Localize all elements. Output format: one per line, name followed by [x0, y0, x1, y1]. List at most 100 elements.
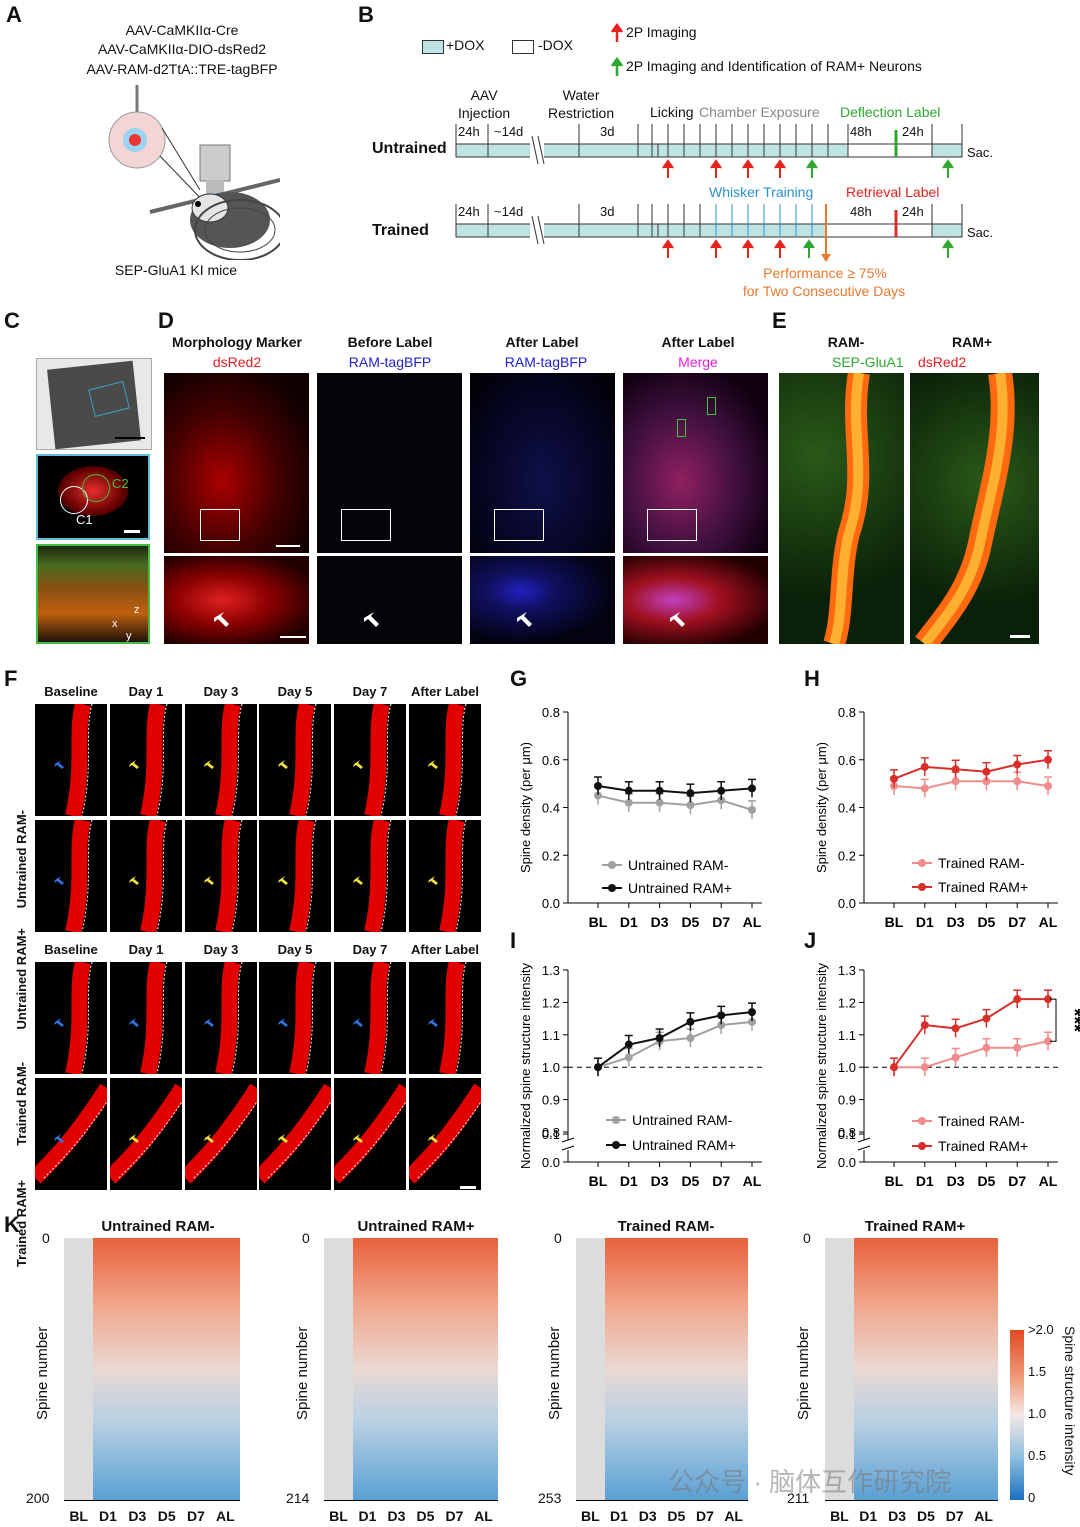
consecutive-label: for Two Consecutive Days: [742, 283, 906, 299]
data-point: [624, 798, 633, 807]
k-x-tick-label: BL: [329, 1508, 348, 1524]
k-x-tick-label: D3: [638, 1508, 657, 1524]
data-point: [594, 782, 602, 791]
e-ram-neg-title: RAM-: [827, 334, 865, 350]
k-x-tick-label: D1: [859, 1508, 878, 1524]
y-tick-label: 0.0: [838, 896, 856, 911]
panel-label-b: B: [358, 2, 374, 27]
y-tick-label: 0.9: [838, 1093, 856, 1108]
f-dendrite-image: [35, 820, 107, 932]
y-tick-label: 0.6: [838, 753, 856, 768]
k-baseline-column: [64, 1238, 94, 1500]
k-y-max: 214: [286, 1490, 310, 1506]
whisker-training-label: Whisker Training: [709, 184, 814, 200]
significance-bracket: [1050, 998, 1057, 1042]
y-tick-label: 1.1: [838, 1028, 856, 1043]
k-x-axis: [64, 1500, 240, 1501]
k-x-tick-label: AL: [215, 1508, 235, 1524]
f-dendrite-image: [409, 1078, 481, 1190]
d-col2-sub: RAM-tagBFP: [348, 354, 432, 370]
data-point: [982, 767, 991, 776]
series-line: [597, 1011, 753, 1069]
deflection-label: Deflection Label: [840, 104, 941, 120]
x-tick-label: D7: [1008, 1173, 1026, 1189]
k-x-tick-label: AL: [474, 1508, 493, 1524]
k-colorbar-tick: 1.5: [1028, 1364, 1047, 1379]
f-col-header-2-1: Baseline: [44, 942, 98, 957]
k-y-axis-label: Spine number: [546, 1326, 563, 1420]
f-dendrite-image: [185, 820, 257, 932]
legend-marker: [918, 1117, 926, 1125]
data-point: [594, 791, 602, 800]
y-tick-label: 0.4: [838, 801, 856, 816]
k-x-tick-label: AL: [724, 1508, 743, 1524]
d-col3-title: After Label: [505, 334, 579, 350]
k-colorbar-label: Spine structure intensity: [1062, 1326, 1078, 1476]
y-tick-label: 1.1: [542, 1028, 560, 1043]
axis-break-mark: [857, 1137, 871, 1143]
legend-dox-on-swatch: [422, 40, 444, 54]
panel-label-c: C: [4, 308, 20, 333]
y-tick-label: 0.2: [838, 848, 856, 863]
virus-2: AAV-CaMKIIα-DIO-dsRed2: [97, 41, 267, 57]
time-24h-untrained: 24h: [458, 124, 480, 139]
k-heatmap: [825, 1238, 998, 1500]
series-line: [894, 1040, 1049, 1069]
k-heatmap: [64, 1238, 240, 1500]
time-3d-trained: 3d: [600, 204, 615, 219]
time-48h-untrained: 48h: [850, 124, 872, 139]
panel-label-h: H: [804, 666, 820, 691]
legend-marker: [918, 1142, 926, 1150]
data-point: [686, 801, 695, 810]
mouse-illustration: [108, 85, 280, 260]
x-tick-label: BL: [589, 1173, 608, 1189]
k-y-max: 200: [26, 1490, 50, 1506]
x-tick-label: D5: [977, 1173, 995, 1189]
y-tick-label: 0.8: [838, 705, 856, 720]
x-tick-label: D3: [947, 1173, 965, 1189]
x-tick-label: D3: [947, 914, 965, 930]
e-ram-pos-title: RAM+: [951, 334, 993, 350]
data-point: [1044, 782, 1052, 791]
data-point: [1044, 995, 1052, 1004]
d-col4-sub: Merge: [678, 354, 718, 370]
chart-I: 0.0 0.10.8 0.9 1.0 1.1 1.2 1.3 BL D1 D3 D5 D7 AL Norm…: [518, 963, 762, 1189]
y-tick-label: 0.0: [542, 1155, 560, 1170]
data-point: [982, 777, 991, 786]
x-tick-label: D5: [977, 914, 995, 930]
data-point: [982, 1014, 991, 1023]
y-tick-label: 0.9: [542, 1093, 560, 1108]
k-x-tick-label: AL: [974, 1508, 993, 1524]
chart-G: 0.0 0.2 0.4 0.6 0.8 BL D1 D3 D5 D7 AL Spine density…: [518, 705, 762, 930]
k-x-tick-label: D5: [916, 1508, 935, 1524]
k-heatmap: [576, 1238, 748, 1500]
e-ram-pos-image: [910, 373, 1039, 644]
legend-label: Untrained RAM+: [628, 880, 732, 896]
axis-x-label: x: [112, 618, 118, 630]
panel-label-e: E: [772, 308, 787, 333]
data-point: [655, 798, 664, 807]
data-point: [624, 786, 633, 795]
k-x-tick-label: D3: [888, 1508, 907, 1524]
panel-label-f: F: [4, 666, 18, 691]
data-point: [951, 1053, 960, 1062]
time-24h-trained: 24h: [458, 204, 480, 219]
k-x-tick-label: D1: [610, 1508, 628, 1524]
k-x-tick-label: D7: [187, 1508, 205, 1524]
f-dendrite-image: [334, 962, 406, 1074]
k-x-tick-label: BL: [830, 1508, 849, 1524]
k-baseline-column: [825, 1238, 854, 1500]
k-colorbar-tick: 1.0: [1028, 1406, 1047, 1421]
f-col-header-2-2: Day 1: [128, 942, 164, 957]
f-dendrite-image: [334, 704, 406, 816]
d-dsred-image: [164, 373, 309, 553]
time-24h-trained-end: 24h: [902, 204, 924, 219]
e-ram-neg-image: [779, 373, 904, 644]
f-col-header-2-6: After Label: [411, 942, 479, 957]
time-3d-untrained: 3d: [600, 124, 615, 139]
data-point: [1013, 995, 1022, 1004]
x-tick-label: AL: [1039, 1173, 1058, 1189]
untrained-row-label: Untrained: [372, 140, 447, 157]
data-point: [748, 1008, 756, 1017]
